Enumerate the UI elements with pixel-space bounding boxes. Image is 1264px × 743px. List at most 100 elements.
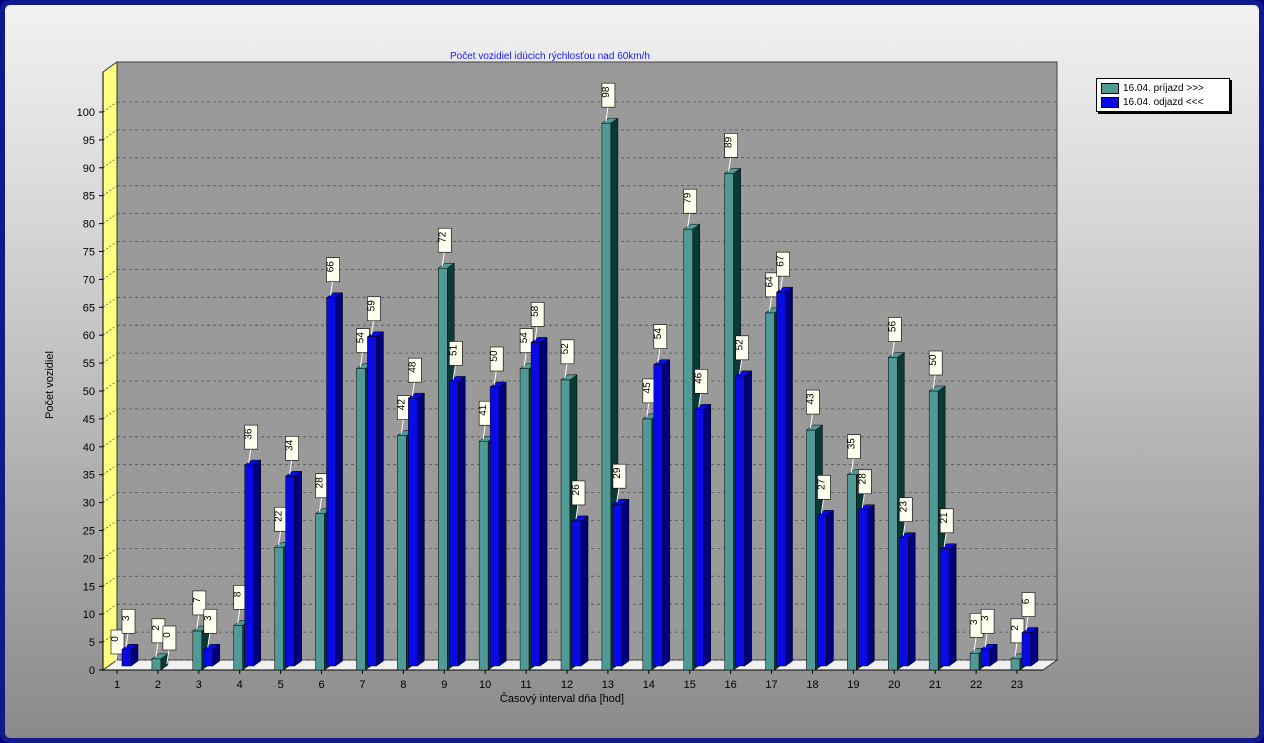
bar-1-15 (735, 375, 745, 667)
bar-1-3 (244, 464, 254, 667)
legend-label-departure: 16.04. odjazd <<< (1123, 96, 1204, 108)
data-label-0-11: 52 (560, 343, 571, 355)
gridline-left (102, 296, 118, 308)
bar-1-20 (939, 548, 950, 667)
x-tick-label: 2 (155, 679, 161, 691)
bar-side-1-6 (376, 331, 384, 667)
data-label-box-1-20 (939, 508, 954, 534)
data-label-0-12: 98 (601, 86, 612, 98)
y-tick-label: 75 (83, 247, 95, 259)
data-label-box-0-17 (806, 389, 820, 415)
bar-side-1-17 (826, 509, 834, 667)
x-tick-label: 19 (847, 679, 859, 691)
data-label-0-2: 7 (192, 597, 203, 603)
y-tick-label: 65 (83, 302, 95, 314)
data-label-0-15: 89 (724, 136, 735, 148)
data-label-box-0-12 (601, 82, 616, 108)
bar-0-14 (683, 228, 693, 671)
y-tick-label: 90 (83, 163, 95, 175)
data-label-leader-1-22 (1025, 616, 1029, 631)
data-label-0-5: 28 (315, 477, 326, 489)
bar-1-13 (653, 364, 664, 667)
bar-0-5 (315, 513, 325, 671)
data-label-leader-0-10 (523, 352, 527, 367)
data-label-1-4: 34 (285, 439, 296, 451)
y-tick-label: 95 (83, 135, 95, 147)
data-label-leader-0-14 (687, 213, 691, 228)
bar-side-1-22 (1030, 627, 1039, 667)
data-label-leader-0-13 (646, 402, 650, 417)
data-label-1-7: 48 (407, 361, 418, 373)
bar-1-2 (203, 649, 214, 667)
bar-1-10 (530, 342, 541, 667)
data-label-box-1-16 (776, 251, 790, 277)
data-label-0-7: 42 (396, 399, 407, 411)
y-tick-label: 85 (83, 191, 95, 203)
y-axis-label: Počet vozidiel (44, 351, 56, 419)
data-label-box-0-14 (683, 188, 698, 214)
bar-1-16 (776, 291, 786, 667)
x-tick-label: 13 (602, 679, 614, 691)
bar-side-1-9 (498, 381, 507, 667)
bar-side-1-12 (621, 498, 630, 667)
x-tick-label: 22 (970, 679, 982, 691)
data-label-box-0-0 (110, 629, 125, 655)
gridline-left (102, 575, 118, 587)
data-label-box-1-2 (203, 608, 218, 634)
x-tick-label: 7 (359, 679, 365, 691)
data-label-leader-0-5 (319, 497, 323, 512)
x-tick-label: 17 (765, 679, 777, 691)
data-label-leader-1-6 (370, 320, 374, 335)
data-label-leader-0-18 (850, 458, 854, 473)
data-label-box-1-6 (367, 296, 381, 322)
bar-1-17 (817, 515, 827, 667)
y-tick-label: 100 (77, 107, 95, 119)
data-label-box-0-20 (928, 350, 943, 376)
x-tick-label: 16 (725, 679, 737, 691)
data-label-0-13: 45 (642, 382, 653, 394)
bar-side-1-18 (867, 504, 875, 667)
gridline-left (102, 129, 118, 141)
data-label-leader-1-0 (125, 633, 129, 648)
bar-0-9 (478, 440, 489, 671)
y-tick-label: 50 (83, 386, 95, 398)
data-label-1-11: 26 (571, 484, 582, 496)
data-label-leader-0-4 (278, 531, 282, 546)
data-label-box-1-11 (571, 480, 586, 506)
data-label-leader-1-1 (166, 649, 170, 665)
x-tick-label: 14 (643, 679, 655, 691)
data-label-box-0-16 (765, 272, 779, 298)
data-label-box-0-19 (887, 317, 902, 342)
y-tick-label: 60 (83, 330, 95, 342)
data-label-1-15: 52 (735, 339, 746, 351)
gridline-left (102, 352, 118, 364)
bar-0-18 (847, 474, 857, 671)
y-tick-label: 70 (83, 274, 95, 286)
gridline-left (102, 324, 118, 336)
data-label-0-8: 72 (437, 231, 448, 243)
data-label-1-3: 36 (244, 428, 255, 440)
bar-side-1-3 (253, 459, 261, 667)
data-label-box-1-15 (735, 335, 749, 361)
data-label-leader-0-22 (1014, 642, 1018, 657)
data-label-0-3: 8 (233, 591, 244, 597)
gridline-left (102, 436, 118, 448)
x-tick-label: 1 (114, 679, 120, 691)
y-tick-label: 25 (83, 526, 95, 538)
data-label-box-1-7 (408, 357, 422, 383)
data-label-leader-0-19 (891, 341, 895, 356)
bar-side-1-10 (539, 336, 548, 667)
bar-0-2 (192, 630, 203, 671)
legend: 16.04. príjazd >>> 16.04. odjazd <<< (1096, 78, 1230, 112)
bar-side-1-7 (417, 392, 425, 667)
data-label-1-18: 28 (857, 473, 868, 485)
data-label-leader-1-15 (739, 359, 743, 374)
data-label-leader-0-7 (400, 419, 404, 434)
data-label-box-1-5 (326, 257, 340, 283)
data-label-1-10: 58 (530, 305, 541, 317)
gridline-left (102, 269, 118, 280)
y-tick-label: 80 (83, 219, 95, 231)
data-label-leader-1-11 (575, 504, 579, 519)
data-label-0-18: 35 (846, 438, 857, 450)
